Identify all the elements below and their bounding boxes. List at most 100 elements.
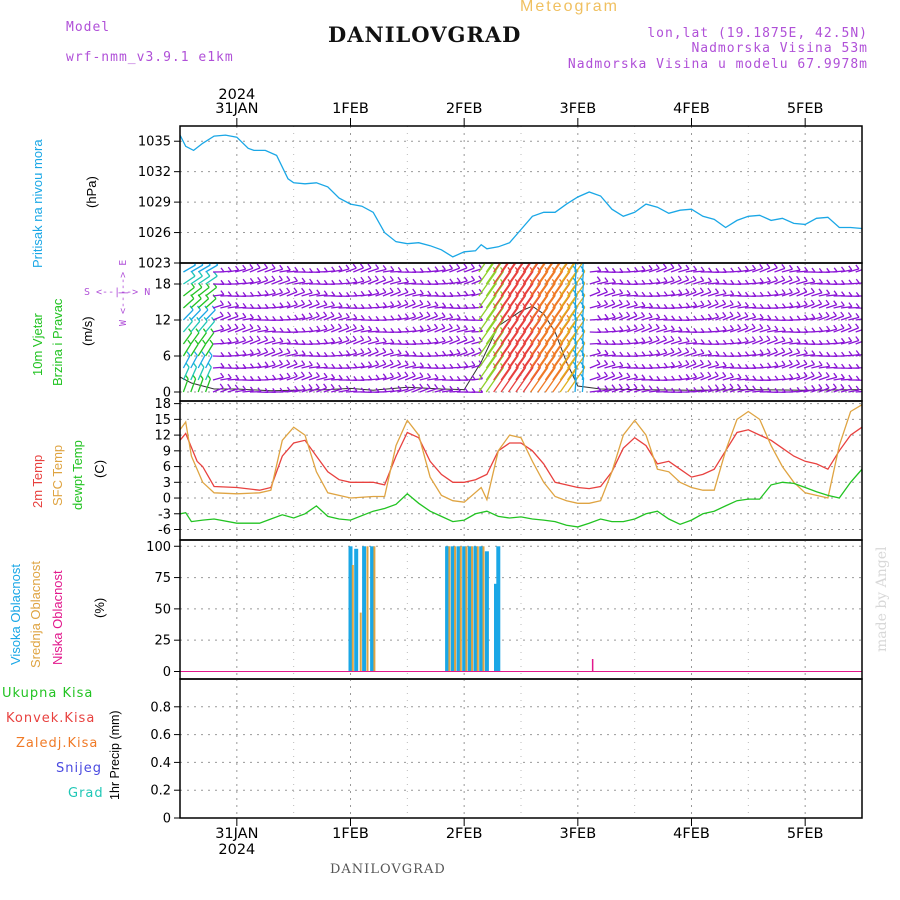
wind-barb (522, 263, 531, 273)
wind-barb-tick (700, 386, 705, 391)
wind-barb (338, 316, 350, 321)
wind-barb-tick (803, 349, 808, 354)
wind-barb-tick (411, 371, 416, 377)
wind-barb-tick (759, 277, 764, 283)
wind-barb-tick (662, 263, 668, 269)
wind-barb-tick (611, 288, 616, 293)
wind-barb (826, 294, 838, 297)
wind-barb-tick (360, 324, 365, 330)
wind-barb-tick (345, 336, 350, 341)
wind-barb (855, 340, 862, 345)
wind-barb-tick (523, 243, 526, 247)
wind-barb-tick (278, 275, 283, 281)
wind-barb-tick (864, 292, 867, 296)
wind-barb-tick (759, 303, 764, 309)
wind-barb-tick (848, 265, 853, 271)
wind-barb (441, 268, 453, 273)
wind-barb-tick (286, 275, 291, 281)
wind-barb (522, 319, 542, 345)
wind-barb (249, 267, 261, 273)
wind-barb (220, 315, 231, 321)
temp-series-2 (180, 468, 862, 528)
wind-barb-tick (345, 385, 350, 391)
wind-barb-tick (375, 288, 380, 294)
wind-barb (574, 270, 577, 285)
wind-barb (685, 376, 697, 381)
wind-barb-tick (744, 374, 750, 380)
wind-barb-tick (700, 300, 705, 306)
wind-barb-tick (818, 371, 823, 377)
wind-barb-tick (367, 275, 372, 281)
wind-barb-tick (648, 336, 653, 342)
wind-barb (242, 281, 254, 285)
wind-barb-tick (864, 350, 867, 354)
wind-barb-tick (201, 351, 206, 356)
wind-barb-tick (448, 264, 454, 270)
pressure-ytick-label-2: 1029 (138, 196, 171, 211)
wind-barb (781, 279, 793, 285)
wind-barb (596, 303, 608, 309)
cloud-high-bar-12 (494, 583, 498, 672)
wind-barb (190, 343, 199, 357)
wind-barb (833, 315, 845, 321)
wind-barb-tick (648, 323, 653, 329)
wind-barb (737, 378, 749, 381)
wind-barb (279, 304, 291, 309)
wind-barb (485, 343, 505, 369)
wind-barb-tick (855, 350, 860, 355)
wind-barb-tick (235, 302, 240, 307)
wind-barb-tick (279, 337, 284, 343)
wind-barb (493, 367, 512, 393)
wind-barb (293, 375, 305, 381)
wind-barb-tick (301, 313, 306, 319)
wind-barb (522, 331, 542, 357)
wind-barb-tick (293, 371, 298, 377)
wind-barb (737, 388, 749, 393)
wind-barb-tick (434, 291, 439, 297)
wind-barb (596, 363, 608, 369)
cloud-mid-bar-2 (366, 546, 369, 672)
precip-ytick-label-2: 0.4 (150, 756, 171, 771)
wind-barb-tick (781, 336, 786, 342)
wind-barb (500, 319, 519, 345)
wind-barb (581, 354, 585, 369)
wind-barb (493, 343, 512, 369)
wind-barb-tick (456, 348, 461, 354)
wind-barb (271, 268, 283, 273)
wind-barb (774, 267, 786, 273)
wind-barb-tick (419, 325, 424, 331)
wind-barb (670, 293, 682, 297)
wind-barb-tick (427, 267, 432, 272)
wind-barb-tick (375, 374, 380, 380)
wind-barb (796, 291, 808, 297)
wind-barb-tick (471, 326, 476, 331)
wind-barb-tick (207, 362, 212, 368)
wind-barb (715, 303, 726, 309)
wind-barb (581, 306, 585, 321)
wind-barb (833, 377, 845, 381)
wind-barb (811, 303, 822, 309)
wind-barb (855, 318, 862, 321)
wind-barb (507, 283, 527, 309)
wind-barb-tick (611, 360, 616, 366)
wind-barb (552, 283, 571, 309)
wind-barb-tick (279, 327, 284, 333)
wind-barb-tick (707, 385, 712, 390)
wind-barb (604, 375, 615, 381)
wind-barb-tick (353, 386, 358, 392)
wind-barb (596, 291, 608, 297)
wind-barb (811, 364, 823, 369)
wind-barb (781, 351, 793, 357)
wind-barb-tick (478, 316, 484, 321)
wind-barb (693, 280, 704, 285)
wind-barb (485, 355, 505, 381)
wind-barb (789, 291, 800, 297)
wind-barb-tick (656, 386, 661, 391)
wind-barb (544, 319, 564, 345)
wind-barb (826, 376, 837, 381)
wind-barb-tick (264, 276, 269, 281)
wind-barb-tick (818, 299, 823, 305)
wind-barb (589, 390, 601, 393)
wind-barb (478, 283, 497, 309)
